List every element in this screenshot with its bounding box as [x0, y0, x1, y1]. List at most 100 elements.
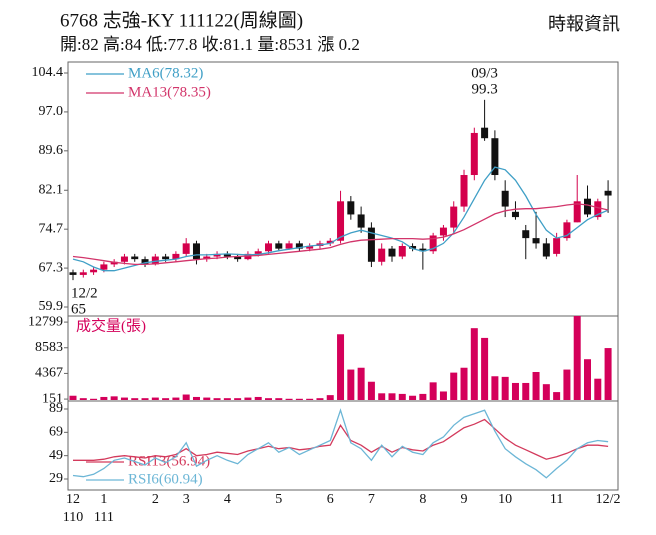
ma-line [72, 203, 609, 266]
volume-bar [131, 398, 139, 400]
volume-bar [378, 393, 386, 400]
x-tick-label: 10 [498, 492, 512, 507]
y-tick-label: 69 [49, 425, 63, 440]
y-tick-label: 74.7 [39, 221, 64, 236]
volume-bar [162, 398, 170, 400]
legend-label: MA6(78.32) [128, 65, 203, 81]
candle-body [450, 206, 458, 228]
volume-bar [409, 395, 417, 400]
candle-body [120, 256, 128, 262]
x-tick-label: 12/2 [596, 492, 621, 507]
volume-bar [100, 396, 108, 400]
x-tick-label: 12 [66, 492, 80, 507]
y-tick-label: 4367 [35, 366, 63, 381]
volume-bar [429, 382, 437, 400]
volume-bar [388, 393, 396, 400]
volume-bar [120, 397, 128, 400]
y-tick-label: 12799 [28, 314, 63, 329]
volume-bar [573, 316, 581, 400]
candle-body [295, 243, 303, 249]
volume-bar [481, 337, 489, 400]
legend-label: MA13(78.35) [128, 84, 211, 100]
volume-bar [511, 382, 519, 400]
candle-body [326, 240, 334, 244]
candle-body [542, 243, 550, 257]
volume-bar [285, 398, 293, 400]
y-tick-label: 151 [42, 391, 63, 406]
candle-body [306, 246, 314, 249]
frame [67, 61, 619, 491]
volume-bar [316, 398, 324, 400]
candle-body [69, 272, 77, 275]
volume-bar [192, 396, 200, 400]
volume-bar [223, 398, 231, 400]
y-tick-label: 29 [49, 471, 63, 486]
volume-bar [172, 397, 180, 400]
candle-body [419, 248, 427, 252]
candle-body [604, 190, 612, 196]
x-year-label: 110 [63, 510, 83, 525]
volume-bar [542, 384, 550, 400]
volume-bar [367, 381, 375, 400]
candle-body [337, 201, 345, 241]
candle-body [439, 227, 447, 236]
volume-bar [90, 398, 98, 400]
volume-bar [532, 372, 540, 400]
volume-bar [347, 369, 355, 400]
x-tick-label: 6 [327, 492, 334, 507]
candle-body [491, 138, 499, 176]
legend-label: RSI6(60.94) [128, 471, 203, 487]
candle-body [131, 256, 139, 260]
candle-body [501, 190, 509, 207]
ma-line [72, 166, 609, 272]
volume-bar [151, 397, 159, 400]
volume-bar [522, 382, 530, 400]
candle-body [141, 259, 149, 265]
volume-bar [213, 398, 221, 400]
candle-body [367, 227, 375, 262]
volume-bar [604, 348, 612, 400]
x-tick-label: 2 [152, 492, 159, 507]
volume-bar [501, 376, 509, 400]
volume-bar [398, 393, 406, 400]
candle-body [100, 264, 108, 270]
candle-body [594, 201, 602, 218]
x-tick-label: 11 [550, 492, 563, 507]
candle-body [285, 243, 293, 249]
y-tick-label: 97.0 [39, 104, 64, 119]
candle-body [90, 269, 98, 273]
candle-body [223, 253, 231, 257]
annotation-date: 12/2 [71, 286, 98, 302]
volume-bar [141, 398, 149, 400]
volume-bar [470, 328, 478, 400]
volume-bar [182, 394, 190, 400]
rsi-line [73, 418, 609, 461]
y-tick-label: 89 [49, 401, 63, 416]
y-tick-label: 82.1 [39, 182, 64, 197]
candle-body [192, 243, 200, 260]
x-tick-label: 3 [183, 492, 190, 507]
volume-bar [337, 334, 345, 400]
volume-bar [306, 398, 314, 400]
x-tick-label: 7 [368, 492, 375, 507]
volume-bar [275, 398, 283, 400]
candle-body [378, 248, 386, 262]
candle-body [511, 211, 519, 218]
y-tick-label: 89.6 [39, 143, 64, 158]
rsi-line [72, 408, 609, 479]
x-year-label: 111 [94, 510, 114, 525]
x-tick-label: 4 [224, 492, 231, 507]
candle-body [172, 253, 180, 260]
candle-body [203, 256, 211, 260]
x-tick-label: 8 [419, 492, 426, 507]
volume-bar [584, 359, 591, 400]
candle-body [234, 256, 242, 260]
volume-bar [203, 397, 211, 400]
y-tick-label: 104.4 [32, 65, 64, 80]
candle-body [522, 230, 530, 239]
source: 時報資訊 [548, 14, 620, 34]
summary: 開:82 高:84 低:77.8 收:81.1 量:8531 漲 0.2 [60, 35, 360, 54]
annotation-value: 99.3 [471, 81, 497, 97]
candle-body [347, 201, 355, 215]
